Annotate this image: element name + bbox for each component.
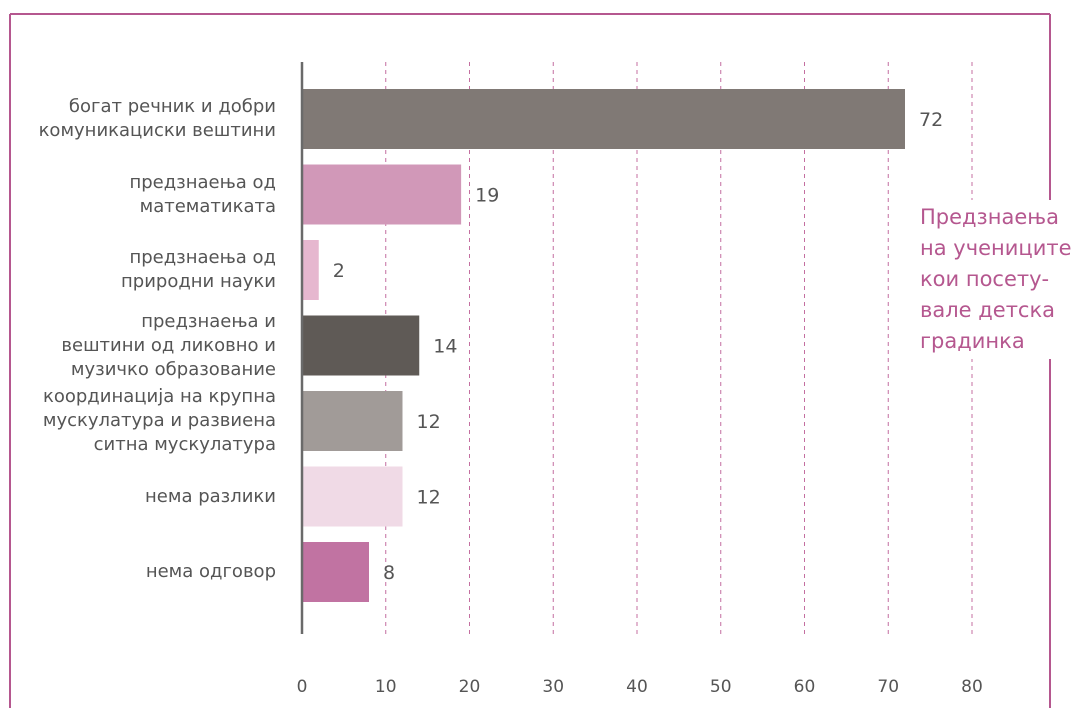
bar [302,542,369,602]
x-tick-label: 10 [375,677,397,697]
x-tick-label: 60 [794,677,816,697]
data-label: 72 [919,109,943,131]
x-tick-label: 20 [459,677,481,697]
category-label: богат речник и добри комуникациски вешти… [38,96,276,141]
data-label: 19 [475,185,499,207]
data-label: 12 [417,487,441,509]
category-label: нема одговор [145,561,276,582]
data-label: 12 [417,411,441,433]
category-label: предзнаења од природни науки [121,247,276,292]
bar [302,240,319,300]
category-label: предзнаења и вештини од ликовно и музичк… [61,310,276,380]
category-label: нема разлики [145,485,276,507]
bar [302,391,403,451]
data-label: 2 [333,260,345,282]
data-label: 8 [383,562,395,584]
category-label: координација на крупна мускулатура и раз… [42,386,276,455]
data-label: 14 [433,336,457,358]
category-label: предзнаења од математиката [129,171,276,217]
x-tick-label: 50 [710,677,732,697]
bar [302,466,403,527]
x-tick-label: 70 [877,677,899,697]
x-tick-label: 80 [961,677,983,697]
bar [302,89,905,149]
bar [302,315,420,376]
side-title: Предзнаења на учениците кои посету- вале… [920,200,1080,359]
x-tick-label: 0 [297,677,308,697]
x-tick-label: 40 [626,677,648,697]
bar [302,164,462,225]
x-tick-label: 30 [542,677,564,697]
